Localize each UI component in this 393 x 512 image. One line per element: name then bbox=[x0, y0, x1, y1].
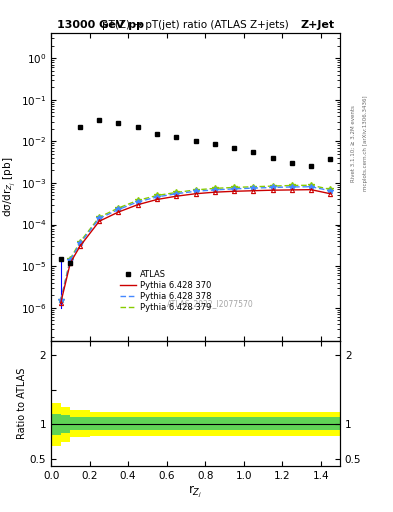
ATLAS bbox=[155, 131, 160, 137]
ATLAS bbox=[232, 145, 237, 151]
Pythia 6.428 370 bbox=[174, 193, 179, 199]
Pythia 6.428 379 bbox=[174, 189, 179, 196]
Pythia 6.428 379 bbox=[193, 187, 198, 193]
Pythia 6.428 378 bbox=[328, 188, 333, 194]
Pythia 6.428 379 bbox=[328, 186, 333, 193]
Pythia 6.428 379 bbox=[116, 205, 121, 211]
Pythia 6.428 378 bbox=[116, 206, 121, 212]
ATLAS bbox=[328, 156, 333, 162]
Pythia 6.428 378 bbox=[251, 185, 256, 191]
ATLAS bbox=[78, 124, 83, 130]
Legend: ATLAS, Pythia 6.428 370, Pythia 6.428 378, Pythia 6.428 379: ATLAS, Pythia 6.428 370, Pythia 6.428 37… bbox=[116, 266, 215, 315]
ATLAS bbox=[135, 124, 140, 130]
ATLAS bbox=[251, 149, 256, 155]
Pythia 6.428 379 bbox=[309, 182, 314, 188]
Pythia 6.428 370 bbox=[251, 188, 256, 194]
ATLAS bbox=[193, 138, 198, 144]
Pythia 6.428 378 bbox=[97, 216, 101, 222]
Line: ATLAS: ATLAS bbox=[58, 118, 333, 265]
Pythia 6.428 378 bbox=[155, 194, 160, 200]
Line: Pythia 6.428 379: Pythia 6.428 379 bbox=[61, 185, 331, 301]
Text: mcplots.cern.ch [arXiv:1306.3436]: mcplots.cern.ch [arXiv:1306.3436] bbox=[363, 96, 368, 191]
Pythia 6.428 378 bbox=[59, 297, 63, 304]
Pythia 6.428 370 bbox=[97, 218, 101, 224]
Y-axis label: Ratio to ATLAS: Ratio to ATLAS bbox=[17, 368, 27, 439]
Pythia 6.428 370 bbox=[193, 190, 198, 197]
Pythia 6.428 370 bbox=[232, 188, 237, 195]
Title: pT(Z) → pT(jet) ratio (ATLAS Z+jets): pT(Z) → pT(jet) ratio (ATLAS Z+jets) bbox=[102, 20, 289, 30]
Pythia 6.428 378 bbox=[78, 241, 83, 247]
Line: Pythia 6.428 370: Pythia 6.428 370 bbox=[61, 189, 331, 303]
Pythia 6.428 378 bbox=[193, 188, 198, 195]
Pythia 6.428 370 bbox=[328, 190, 333, 197]
ATLAS bbox=[68, 260, 73, 266]
Pythia 6.428 370 bbox=[59, 300, 63, 306]
Y-axis label: dσ/dr$_{Z_j}$ [pb]: dσ/dr$_{Z_j}$ [pb] bbox=[2, 157, 18, 217]
ATLAS bbox=[309, 163, 314, 169]
Pythia 6.428 379 bbox=[68, 255, 73, 262]
Pythia 6.428 379 bbox=[232, 184, 237, 190]
Pythia 6.428 370 bbox=[78, 243, 83, 249]
Pythia 6.428 370 bbox=[309, 186, 314, 193]
Line: Pythia 6.428 378: Pythia 6.428 378 bbox=[61, 187, 331, 301]
X-axis label: r$_{Z_j}$: r$_{Z_j}$ bbox=[188, 483, 203, 500]
Pythia 6.428 379 bbox=[78, 239, 83, 245]
Pythia 6.428 379 bbox=[251, 184, 256, 190]
Pythia 6.428 370 bbox=[116, 209, 121, 215]
Pythia 6.428 370 bbox=[68, 260, 73, 266]
Pythia 6.428 370 bbox=[135, 202, 140, 208]
ATLAS bbox=[212, 141, 217, 147]
ATLAS bbox=[97, 117, 101, 123]
Pythia 6.428 379 bbox=[97, 214, 101, 220]
Pythia 6.428 379 bbox=[59, 297, 63, 304]
Pythia 6.428 379 bbox=[212, 185, 217, 191]
ATLAS bbox=[116, 120, 121, 126]
Text: 13000 GeV pp: 13000 GeV pp bbox=[57, 20, 144, 30]
Text: Rivet 3.1.10; ≥ 3.2M events: Rivet 3.1.10; ≥ 3.2M events bbox=[351, 105, 356, 182]
ATLAS bbox=[174, 134, 179, 140]
ATLAS bbox=[270, 155, 275, 161]
Pythia 6.428 378 bbox=[270, 184, 275, 190]
Pythia 6.428 379 bbox=[135, 197, 140, 203]
Pythia 6.428 370 bbox=[270, 187, 275, 193]
ATLAS bbox=[59, 255, 63, 262]
Text: Z+Jet: Z+Jet bbox=[300, 20, 334, 30]
ATLAS bbox=[289, 160, 294, 166]
Pythia 6.428 379 bbox=[289, 182, 294, 188]
Pythia 6.428 378 bbox=[135, 199, 140, 205]
Pythia 6.428 370 bbox=[155, 197, 160, 203]
Pythia 6.428 378 bbox=[212, 187, 217, 193]
Pythia 6.428 378 bbox=[174, 190, 179, 197]
Pythia 6.428 378 bbox=[232, 186, 237, 192]
Text: ATLAS_2022_I2077570: ATLAS_2022_I2077570 bbox=[167, 300, 253, 309]
Pythia 6.428 379 bbox=[270, 183, 275, 189]
Pythia 6.428 378 bbox=[68, 257, 73, 263]
Pythia 6.428 370 bbox=[289, 187, 294, 193]
Pythia 6.428 378 bbox=[289, 184, 294, 190]
Pythia 6.428 378 bbox=[309, 184, 314, 190]
Pythia 6.428 379 bbox=[155, 193, 160, 199]
Pythia 6.428 370 bbox=[212, 189, 217, 195]
